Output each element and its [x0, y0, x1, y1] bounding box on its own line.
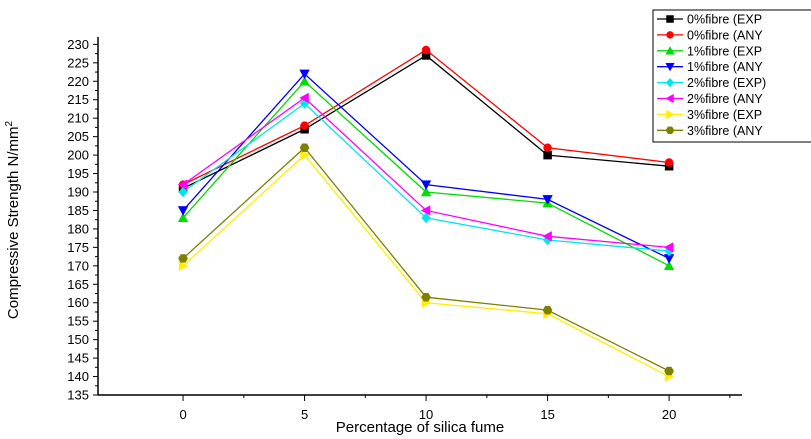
- data-point: [663, 260, 675, 271]
- data-point: [542, 305, 553, 315]
- y-tick-label: 225: [67, 55, 89, 70]
- data-point: [421, 212, 431, 224]
- series-1: [178, 51, 674, 193]
- series-line: [182, 102, 670, 252]
- data-point: [299, 75, 310, 86]
- data-point: [299, 143, 310, 152]
- series-line: [182, 72, 670, 260]
- y-tick-label: 210: [67, 111, 89, 126]
- series-2: [178, 45, 674, 189]
- legend-item: 1%fibre (ANY: [657, 60, 763, 74]
- data-point: [300, 149, 310, 161]
- y-tick-label: 195: [67, 166, 89, 181]
- x-axis-title: Percentage of silica fume: [336, 419, 504, 436]
- data-point: [299, 92, 309, 104]
- y-tick-label: 160: [67, 295, 89, 310]
- y-tick-label: 230: [67, 37, 89, 52]
- legend-marker: [665, 126, 675, 135]
- series-line: [182, 80, 670, 267]
- y-tick-label: 190: [67, 185, 89, 200]
- x-tick-label: 20: [662, 407, 676, 422]
- y-tick-label: 185: [67, 203, 89, 218]
- legend-item: 0%fibre (EXP: [657, 13, 762, 27]
- y-tick-label: 150: [67, 332, 89, 347]
- data-point: [420, 180, 432, 190]
- legend-label: 1%fibre (ANY: [687, 60, 763, 74]
- data-point: [177, 212, 189, 223]
- legend-label: 2%fibre (EXP): [687, 76, 766, 90]
- data-point: [664, 158, 674, 167]
- legend-marker: [665, 62, 675, 72]
- data-point: [542, 195, 553, 205]
- y-axis-title: Compressive Strength N/mm2: [4, 121, 22, 320]
- y-tick-label: 170: [67, 258, 89, 273]
- legend-label: 3%fibre (EXP: [687, 108, 762, 122]
- y-tick-label: 165: [67, 277, 89, 292]
- data-point: [299, 69, 310, 80]
- data-point: [177, 206, 189, 216]
- y-tick-label: 205: [67, 129, 89, 144]
- data-point: [543, 143, 552, 152]
- y-tick-label: 175: [67, 240, 89, 255]
- legend-marker: [665, 46, 675, 55]
- series-8: [178, 143, 674, 376]
- data-point: [177, 179, 188, 190]
- data-point: [542, 231, 552, 242]
- y-tick-label: 220: [67, 74, 89, 89]
- series-6: [177, 92, 674, 253]
- series-4: [177, 69, 675, 264]
- legend-item: 1%fibre (EXP: [657, 44, 762, 58]
- y-tick-label: 180: [67, 221, 89, 236]
- y-tick-label: 215: [67, 92, 89, 107]
- legend-marker: [666, 109, 675, 120]
- y-tick-label: 155: [67, 314, 89, 329]
- data-point: [421, 45, 431, 55]
- legend-marker: [666, 15, 674, 23]
- x-tick-label: 10: [419, 407, 433, 422]
- series-line: [182, 54, 670, 189]
- plot-area: [97, 37, 742, 396]
- y-tick-label: 200: [67, 148, 89, 163]
- data-point: [178, 186, 188, 198]
- y-tick-label: 135: [67, 388, 89, 403]
- data-point: [178, 260, 189, 272]
- y-axis-ticks: 135 140 145 150 155 160 165 170 175 180 185 190 195 2…: [67, 37, 98, 403]
- data-point: [543, 150, 552, 160]
- series-5: [178, 98, 674, 257]
- data-point: [663, 242, 674, 253]
- y-axis-title-superscript: 2: [4, 121, 15, 127]
- legend-item: 3%fibre (ANY: [657, 124, 763, 138]
- legend-label: 2%fibre (ANY: [687, 92, 763, 106]
- y-tick-label: 145: [67, 351, 89, 366]
- series-line: [182, 49, 670, 186]
- x-tick-label: 15: [540, 407, 554, 422]
- legend-marker: [666, 31, 674, 39]
- data-point: [421, 292, 431, 302]
- legend-label: 0%fibre (EXP: [687, 13, 762, 27]
- series-layer: [177, 45, 675, 382]
- legend-label: 0%fibre (ANY: [687, 28, 763, 42]
- data-point: [300, 121, 309, 130]
- legend-item: 2%fibre (ANY: [657, 92, 763, 106]
- y-axis-title-text: Compressive Strength N/mm: [5, 127, 22, 320]
- data-point: [664, 366, 674, 376]
- legend-box: [652, 9, 811, 143]
- legend-label: 1%fibre (EXP: [687, 44, 762, 58]
- legend-marker: [665, 93, 674, 104]
- x-axis-ticks: 0 5 10 15 20: [179, 395, 731, 422]
- legend-item: 2%fibre (EXP): [657, 76, 766, 90]
- data-point: [178, 254, 188, 263]
- x-tick-label: 0: [179, 407, 186, 422]
- legend-item: 3%fibre (EXP: [657, 108, 762, 122]
- legend-marker: [665, 77, 675, 88]
- data-point: [420, 186, 432, 197]
- y-tick-label: 140: [67, 369, 89, 384]
- legend-item: 0%fibre (ANY: [657, 28, 763, 42]
- series-line: [182, 97, 670, 249]
- data-point: [420, 205, 431, 216]
- x-tick-label: 5: [301, 407, 308, 422]
- legend-label: 3%fibre (ANY: [687, 124, 763, 138]
